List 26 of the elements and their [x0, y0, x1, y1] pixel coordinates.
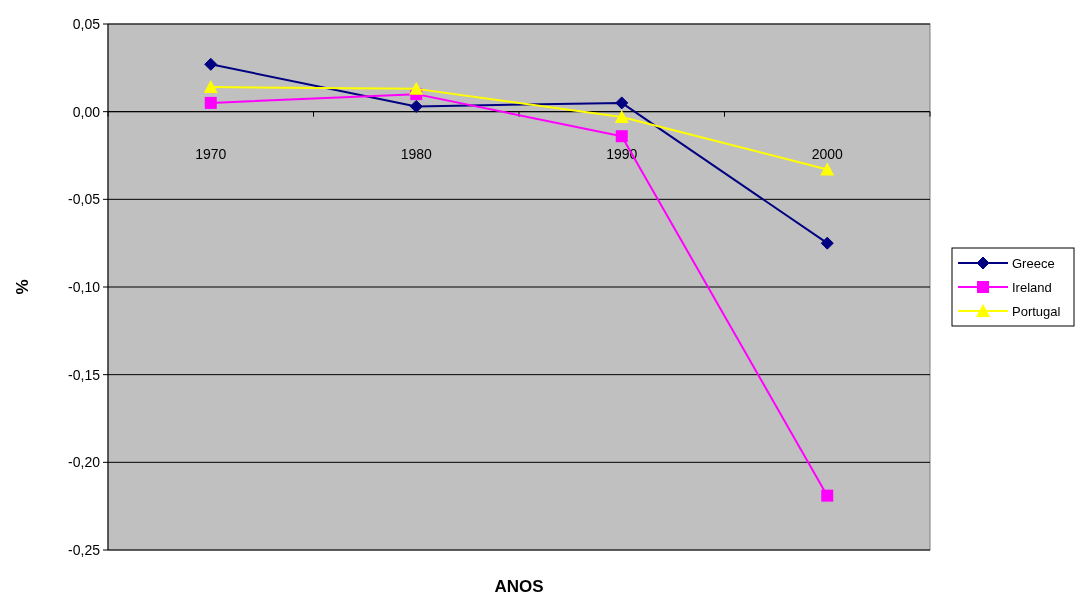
point: [409, 81, 424, 95]
point: [820, 162, 835, 176]
point: [203, 80, 218, 94]
point: [821, 489, 834, 502]
point: [614, 109, 629, 123]
point: [409, 99, 423, 113]
y-tick-label: -0,05: [68, 191, 101, 208]
y-tick-label: 0,00: [72, 103, 101, 120]
point: [820, 236, 834, 250]
y-tick-label: -0,10: [68, 278, 101, 295]
point: [615, 96, 629, 110]
y-tick-label: -0,20: [68, 454, 101, 471]
x-tick-label: 2000: [811, 145, 844, 162]
y-tick-label: -0,25: [68, 541, 101, 558]
x-tick-label: 1980: [400, 145, 433, 162]
y-tick-label: -0,15: [68, 366, 101, 383]
x-tick-label: 1970: [195, 145, 227, 162]
point: [615, 130, 628, 143]
point: [204, 96, 217, 109]
point: [204, 57, 218, 71]
legend-label: Greece: [1012, 255, 1055, 271]
legend-label: Portugal: [1012, 303, 1061, 319]
y-axis-title: %: [13, 279, 32, 295]
legend-label: Ireland: [1012, 279, 1052, 295]
y-tick-label: 0,05: [72, 15, 101, 32]
x-axis-title: ANOS: [494, 577, 544, 596]
